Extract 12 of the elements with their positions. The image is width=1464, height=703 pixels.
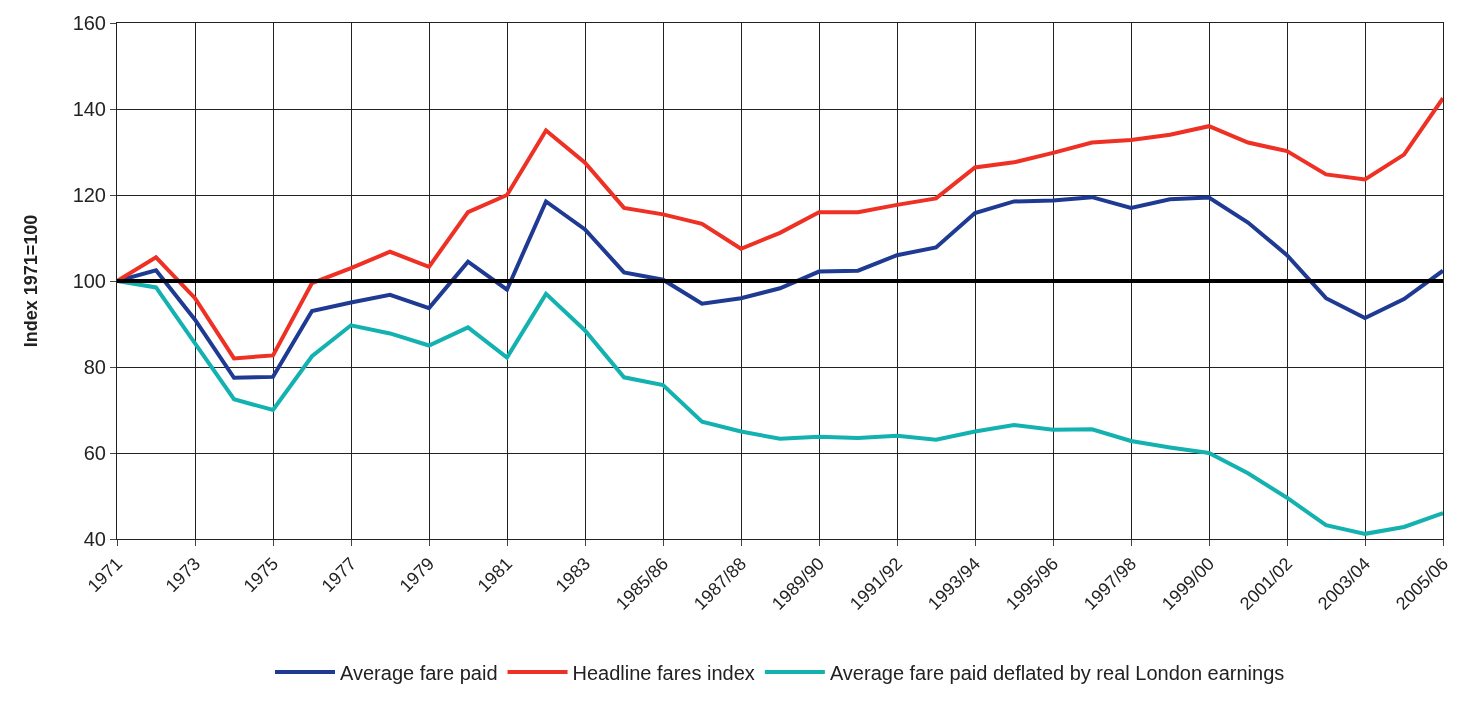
legend-label: Average fare paid <box>340 661 498 684</box>
y-tick-label: 120 <box>72 184 106 206</box>
y-tick-label: 60 <box>83 442 106 464</box>
y-tick-label: 100 <box>72 270 106 292</box>
line-series <box>117 96 1443 361</box>
y-tick-label: 40 <box>83 528 106 550</box>
y-axis-title: Index 1971=100 <box>20 214 41 348</box>
legend-label: Headline fares index <box>572 661 755 684</box>
y-tick-label: 80 <box>83 356 106 378</box>
y-tick-label: 160 <box>72 12 106 34</box>
y-tick-label: 140 <box>72 98 106 120</box>
legend-label: Average fare paid deflated by real London earnings <box>829 661 1285 684</box>
